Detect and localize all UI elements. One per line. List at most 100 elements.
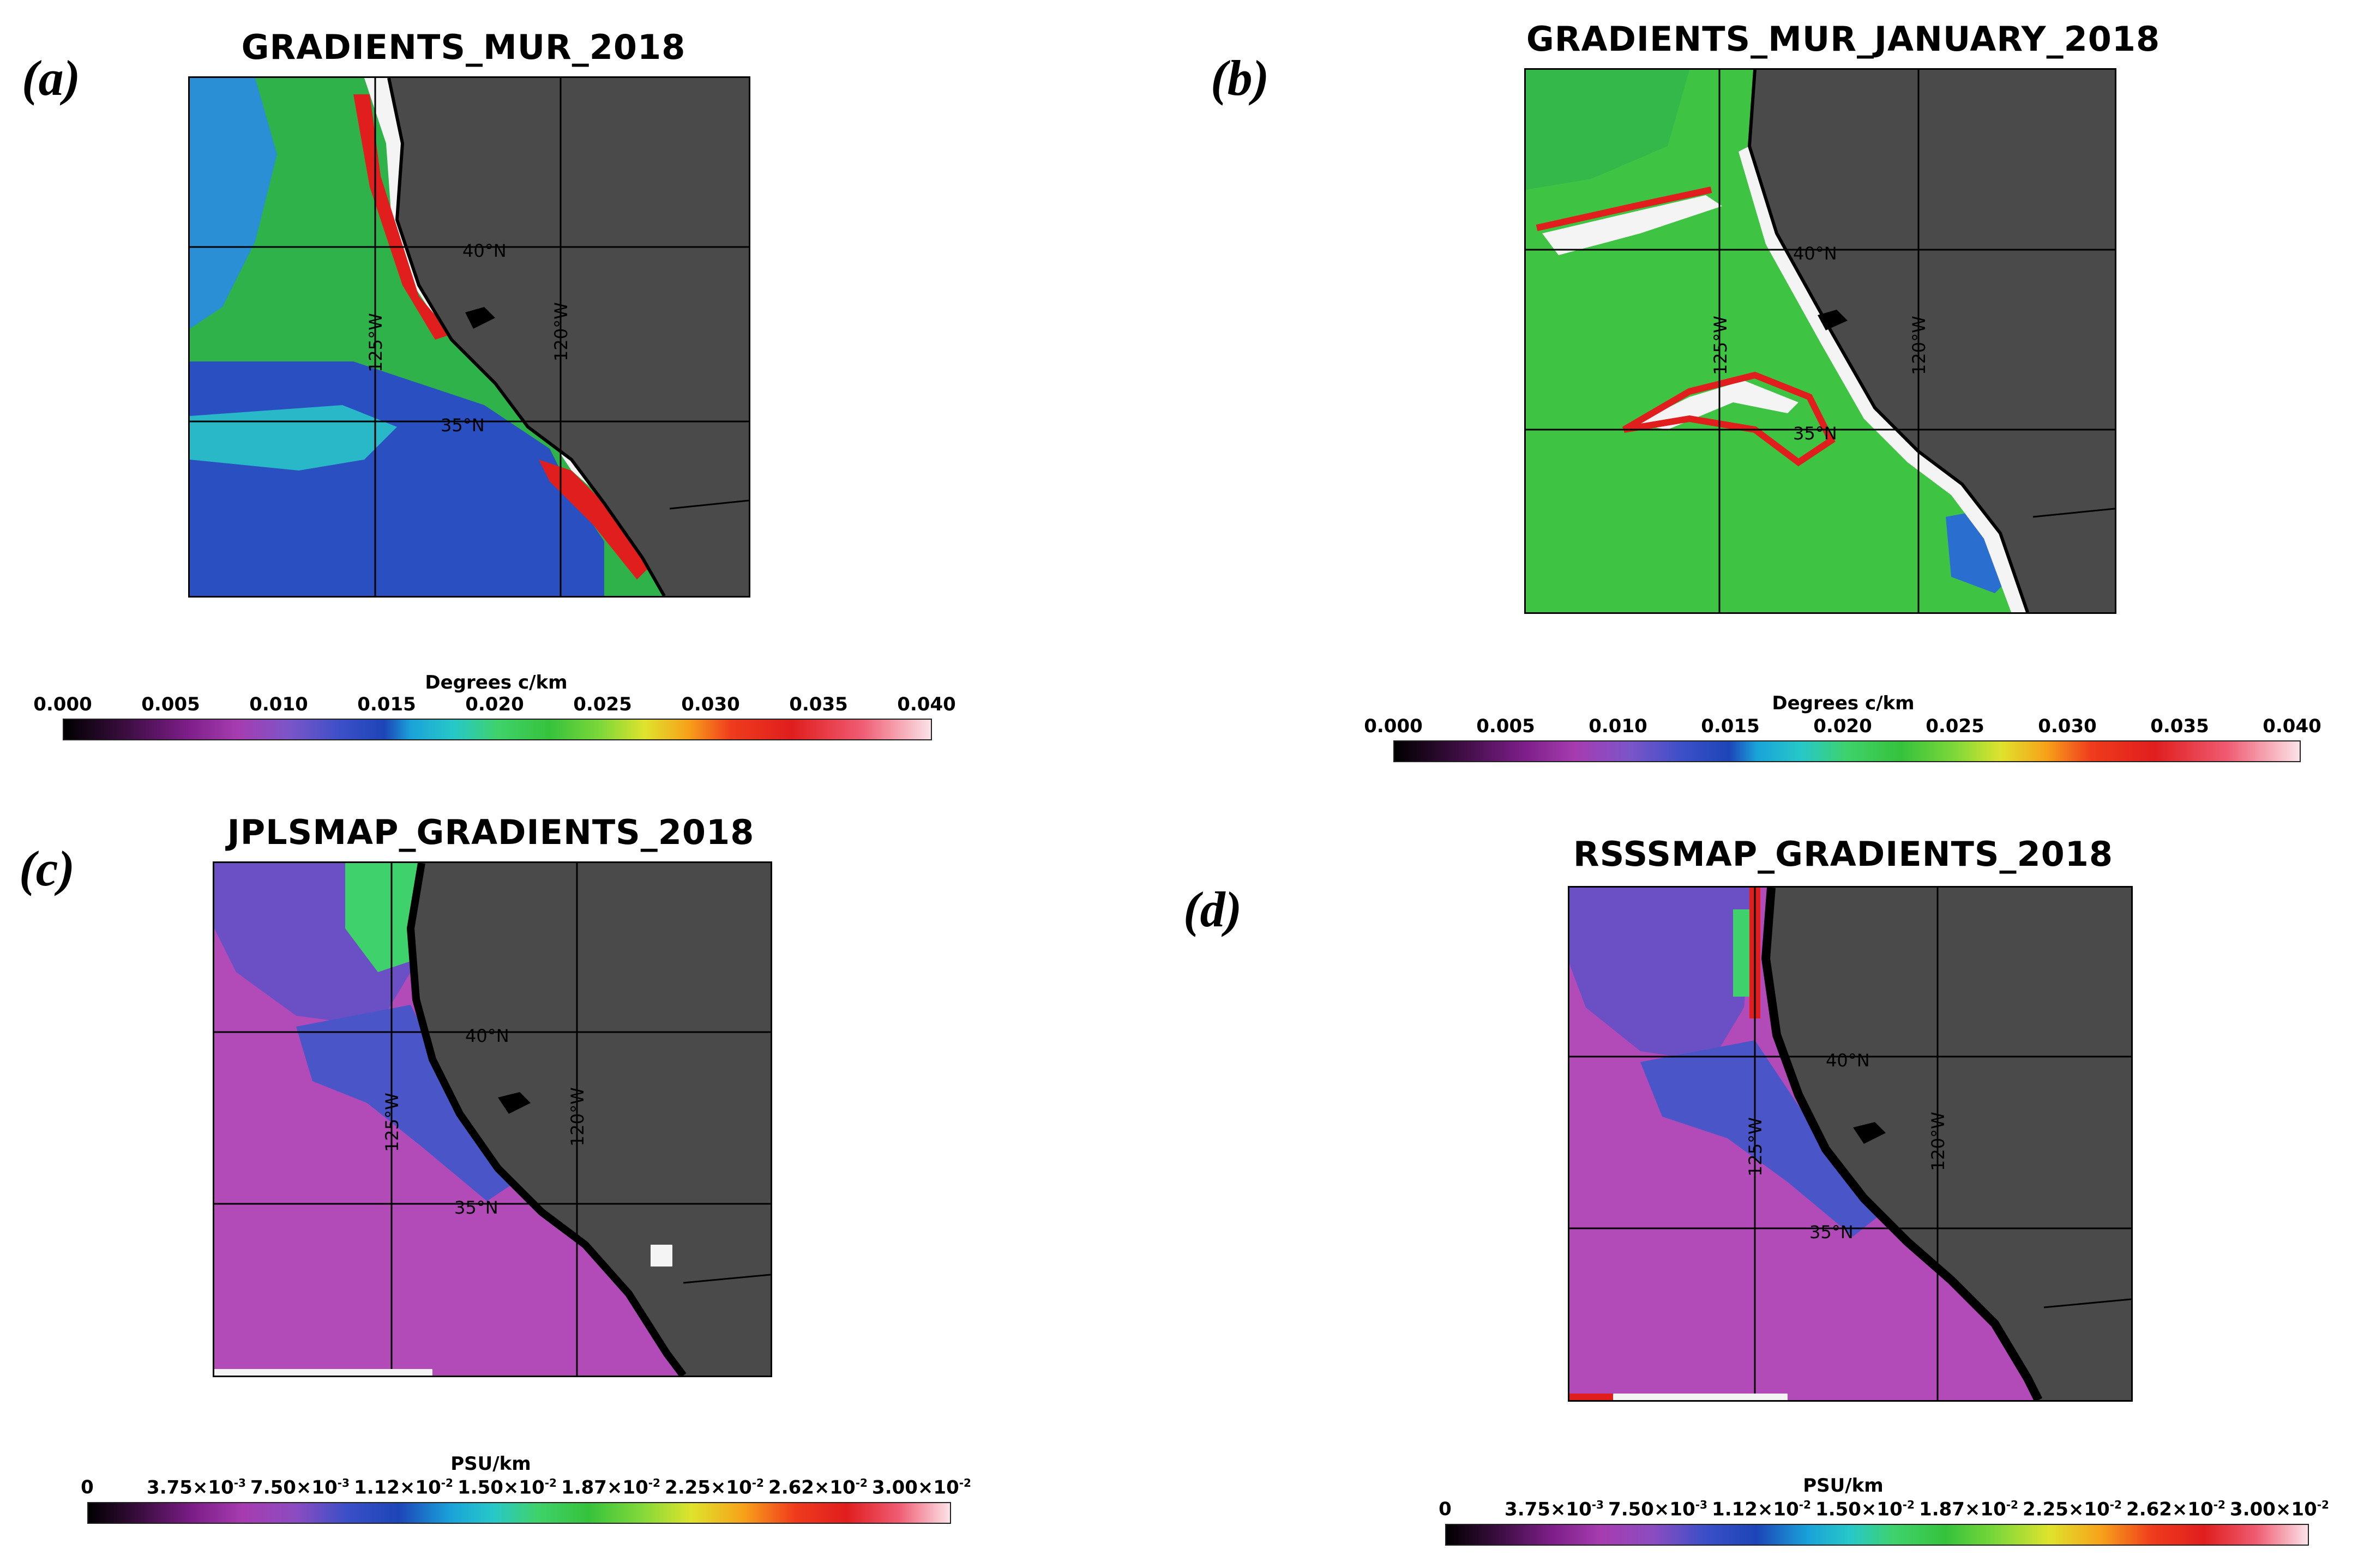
tick: 0.015 [357,693,416,715]
tick: 0.005 [1476,715,1535,737]
mid-gradient-band [296,1005,520,1201]
panel-c-colorbar-ticks: 0 3.75×10-3 7.50×10-3 1.12×10-2 1.50×10-… [81,1476,971,1499]
tick: 0.035 [789,693,848,715]
panel-a-colorbar-title: Degrees c/km [425,672,568,693]
panel-a-title: GRADIENTS_MUR_2018 [241,27,686,67]
panel-b-map: 40°N 35°N 125°W 120°W [1524,68,2116,614]
panel-d-tag: (d) [1183,882,1242,937]
tick: 0.025 [573,693,632,715]
panel-a-colorbar-ticks: 0.000 0.005 0.010 0.015 0.020 0.025 0.03… [33,693,956,715]
tick: 0 [81,1476,94,1498]
tick: 1.50×10-2 [1815,1498,1915,1521]
mid-gradient-zone [1569,888,1755,1062]
tick: 7.50×10-3 [250,1476,350,1499]
lon-label-125: 125°W [365,313,386,372]
tick: 2.25×10-2 [665,1476,764,1499]
lon-label-120: 120°W [567,1087,588,1147]
coastline [1761,888,2043,1400]
panel-c-tag: (c) [19,841,75,896]
lat-label-35: 35°N [1809,1222,1854,1243]
mid-gradient-zone [1526,70,1689,190]
tick: 0.005 [141,693,200,715]
coastal-green-patch [345,863,422,972]
panel-c-colorbar [87,1502,951,1524]
tick: 0.000 [1364,715,1423,737]
coastal-band [1739,146,2028,612]
tick: 0.020 [1813,715,1872,737]
bay-feature [498,1092,531,1114]
tick: 1.12×10-2 [354,1476,453,1499]
lon-label-125: 125°W [382,1093,402,1152]
tick: 0 [1439,1498,1452,1520]
panel-d-colorbar [1445,1524,2309,1546]
panel-c-map: 40°N 35°N 125°W 120°W [213,861,772,1377]
lat-label-35: 35°N [1793,423,1837,444]
coastline [406,863,687,1376]
lat-label-35: 35°N [454,1197,498,1218]
tick: 1.50×10-2 [458,1476,557,1499]
land-mass [389,78,749,596]
tick: 2.62×10-2 [2126,1498,2225,1521]
panel-d-map: 40°N 35°N 125°W 120°W [1568,886,2133,1402]
tick: 3.00×10-2 [872,1476,971,1499]
panel-b-colorbar-title: Degrees c/km [1772,692,1915,714]
lon-label-120: 120°W [1909,316,1929,375]
tick: 1.87×10-2 [1919,1498,2018,1521]
gradient-front-2 [1635,381,1798,430]
tick: 7.50×10-3 [1608,1498,1707,1521]
lat-label-40: 40°N [1826,1050,1870,1071]
lon-label-125: 125°W [1745,1117,1766,1177]
panel-a-map: 40°N 35°N 125°W 120°W [188,76,750,598]
lat-label-35: 35°N [441,415,485,436]
panel-a-colorbar [63,719,932,740]
tick: 3.75×10-3 [1505,1498,1604,1521]
panel-d-colorbar-ticks: 0 3.75×10-3 7.50×10-3 1.12×10-2 1.50×10-… [1439,1498,2329,1521]
land-mass [1749,70,2115,612]
panel-d-colorbar-title: PSU/km [1803,1475,1884,1497]
tick: 1.12×10-2 [1712,1498,1811,1521]
tick: 0.035 [2150,715,2209,737]
tick: 0.030 [681,693,740,715]
bay-feature [1818,310,1848,330]
mid-gradient-zone [190,78,277,329]
tick: 0.025 [1926,715,1984,737]
gradient-front-1 [1542,195,1722,255]
bay-feature [1853,1122,1886,1144]
tick: 0.015 [1701,715,1760,737]
tick: 0.010 [1589,715,1647,737]
lon-label-125: 125°W [1710,316,1731,375]
tick: 3.00×10-2 [2230,1498,2329,1521]
tick: 2.25×10-2 [2023,1498,2122,1521]
tick: 0.030 [2038,715,2097,737]
tick: 3.75×10-3 [147,1476,246,1499]
panel-c-title: JPLSMAP_GRADIENTS_2018 [227,812,755,852]
lat-label-40: 40°N [462,240,507,261]
bay-feature [465,307,495,329]
panel-b-tag: (b) [1211,50,1270,106]
mid-gradient-band [1640,1040,1880,1237]
coastal-high-band [364,78,462,334]
coastal-red-band [353,94,452,340]
south-coast-red [539,460,648,580]
gradient-front-red [1622,371,1836,467]
coastline [387,78,666,596]
lon-label-120: 120°W [1928,1112,1948,1171]
panel-a-tag: (a) [22,50,81,106]
lat-label-40: 40°N [465,1026,509,1046]
tick: 0.020 [465,693,524,715]
white-pixel-patch [651,1245,672,1267]
panel-d-title: RSSSMAP_GRADIENTS_2018 [1573,834,2114,874]
lon-label-120: 120°W [551,302,572,361]
tick: 0.040 [2263,715,2321,737]
gradient-front-red-2 [1536,186,1712,231]
coastline [1747,70,2029,612]
panel-b-title: GRADIENTS_MUR_JANUARY_2018 [1526,19,2161,59]
tick: 2.62×10-2 [768,1476,868,1499]
panel-c-colorbar-title: PSU/km [450,1453,531,1475]
tick: 0.010 [249,693,308,715]
land-mass [411,863,771,1376]
lat-label-40: 40°N [1793,243,1837,264]
panel-b-colorbar-ticks: 0.000 0.005 0.010 0.015 0.020 0.025 0.03… [1364,715,2321,737]
tick: 0.000 [33,693,92,715]
tick: 1.87×10-2 [561,1476,660,1499]
